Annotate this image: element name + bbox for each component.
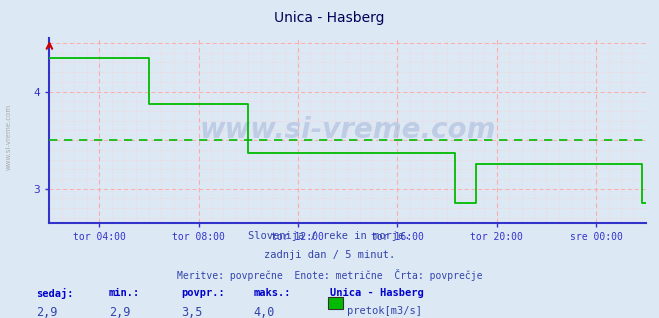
Text: 2,9: 2,9 [109, 306, 130, 318]
Text: Slovenija / reke in morje.: Slovenija / reke in morje. [248, 231, 411, 240]
Text: 4,0: 4,0 [254, 306, 275, 318]
Text: Meritve: povprečne  Enote: metrične  Črta: povprečje: Meritve: povprečne Enote: metrične Črta:… [177, 269, 482, 281]
Text: 3,5: 3,5 [181, 306, 202, 318]
Text: min.:: min.: [109, 288, 140, 298]
Text: zadnji dan / 5 minut.: zadnji dan / 5 minut. [264, 250, 395, 259]
Text: sedaj:: sedaj: [36, 288, 74, 299]
Text: www.si-vreme.com: www.si-vreme.com [200, 116, 496, 144]
Text: maks.:: maks.: [254, 288, 291, 298]
Text: povpr.:: povpr.: [181, 288, 225, 298]
Text: pretok[m3/s]: pretok[m3/s] [347, 306, 422, 316]
Text: 2,9: 2,9 [36, 306, 57, 318]
Text: Unica - Hasberg: Unica - Hasberg [330, 288, 423, 298]
Text: www.si-vreme.com: www.si-vreme.com [5, 104, 11, 170]
Text: Unica - Hasberg: Unica - Hasberg [274, 11, 385, 25]
